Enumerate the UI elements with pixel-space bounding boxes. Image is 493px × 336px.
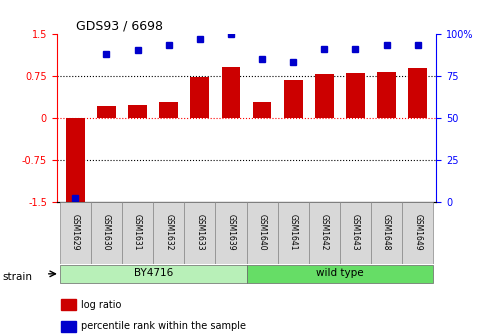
Bar <box>402 202 433 264</box>
Text: GSM1642: GSM1642 <box>320 214 329 251</box>
Bar <box>128 105 147 118</box>
Bar <box>246 265 433 283</box>
Text: BY4716: BY4716 <box>134 268 173 279</box>
Bar <box>309 202 340 264</box>
Text: GSM1633: GSM1633 <box>195 214 204 251</box>
Bar <box>190 77 209 118</box>
Text: GSM1640: GSM1640 <box>257 214 267 251</box>
Text: GSM1632: GSM1632 <box>164 214 173 251</box>
Text: GSM1630: GSM1630 <box>102 214 111 251</box>
Text: GSM1641: GSM1641 <box>289 214 298 251</box>
Text: log ratio: log ratio <box>80 300 121 309</box>
Bar <box>122 202 153 264</box>
Bar <box>315 75 334 118</box>
Bar <box>284 80 303 118</box>
Bar <box>278 202 309 264</box>
Bar <box>253 102 271 118</box>
Text: percentile rank within the sample: percentile rank within the sample <box>80 322 246 331</box>
Bar <box>184 202 215 264</box>
Text: GDS93 / 6698: GDS93 / 6698 <box>76 19 163 33</box>
Bar <box>60 265 246 283</box>
Text: GSM1639: GSM1639 <box>226 214 236 251</box>
Bar <box>159 102 178 118</box>
Bar <box>60 202 91 264</box>
Bar <box>340 202 371 264</box>
Bar <box>61 321 76 332</box>
Bar <box>91 202 122 264</box>
Bar <box>97 107 116 118</box>
Bar <box>346 73 365 118</box>
Bar <box>66 118 85 202</box>
Text: GSM1643: GSM1643 <box>351 214 360 251</box>
Text: strain: strain <box>2 272 33 282</box>
Text: GSM1629: GSM1629 <box>71 214 80 251</box>
Bar <box>61 299 76 310</box>
Text: GSM1631: GSM1631 <box>133 214 142 251</box>
Bar <box>153 202 184 264</box>
Bar <box>377 72 396 118</box>
Bar <box>246 202 278 264</box>
Text: GSM1648: GSM1648 <box>382 214 391 251</box>
Bar <box>371 202 402 264</box>
Text: GSM1649: GSM1649 <box>413 214 422 251</box>
Text: wild type: wild type <box>316 268 364 279</box>
Bar <box>222 67 240 118</box>
Bar <box>215 202 246 264</box>
Bar <box>408 68 427 118</box>
